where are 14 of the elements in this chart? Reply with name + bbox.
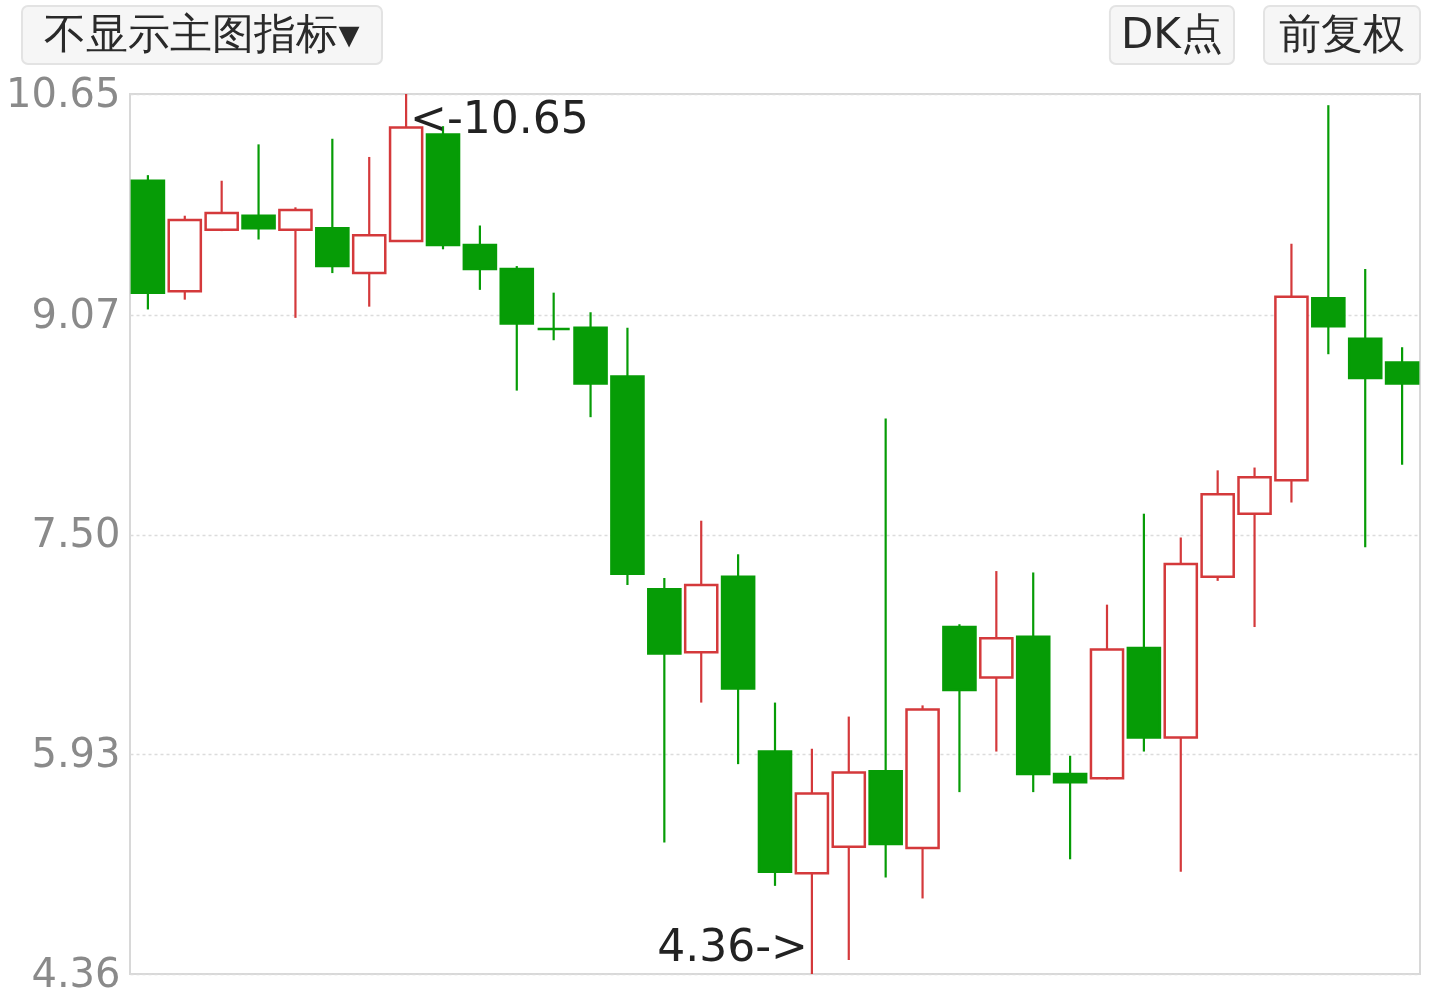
- annotation: <-10.65: [410, 92, 589, 143]
- y-tick-label: 9.07: [31, 290, 121, 337]
- y-tick-label: 4.36: [31, 949, 121, 996]
- annotation: 4.36->: [657, 920, 808, 971]
- y-tick-label: 7.50: [31, 510, 121, 557]
- candlestick: [241, 143, 276, 241]
- candlestick: [1052, 754, 1088, 861]
- y-tick-label: 10.65: [5, 69, 121, 116]
- text: 不显示主图指标▾: [44, 9, 360, 58]
- candlestick: [536, 291, 571, 342]
- candlestick: [1311, 104, 1346, 356]
- text: 前复权: [1279, 9, 1405, 58]
- text: DK点: [1121, 9, 1223, 58]
- y-tick-label: 5.93: [31, 729, 121, 776]
